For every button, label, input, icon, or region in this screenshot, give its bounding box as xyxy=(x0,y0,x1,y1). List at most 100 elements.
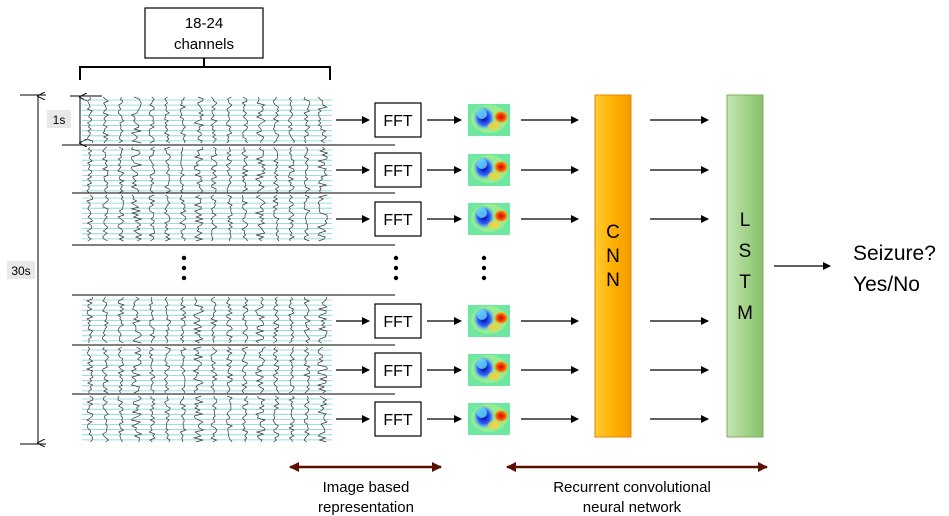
eeg-channel-trace xyxy=(102,296,109,344)
eeg-channel-trace xyxy=(117,346,125,394)
lstm-letter: T xyxy=(739,272,751,293)
pipeline-row: FFT xyxy=(336,352,709,388)
eeg-channel-trace xyxy=(288,395,295,443)
eeg-channel-trace xyxy=(226,146,233,194)
eeg-channel-trace xyxy=(117,96,125,144)
eeg-channel-trace xyxy=(163,96,171,144)
heatmap-thumbnail-icon xyxy=(468,305,510,337)
eeg-block xyxy=(82,96,332,144)
eeg-channel-trace xyxy=(148,194,156,242)
output-answer: Yes/No xyxy=(853,273,920,296)
thirty-second-label: 30s xyxy=(11,264,30,278)
eeg-channel-trace xyxy=(254,296,266,344)
cnn-letter: N xyxy=(606,270,620,291)
eeg-channel-trace xyxy=(225,346,234,394)
channels-box xyxy=(144,7,264,59)
heatmap-thumbnail-icon xyxy=(468,104,510,136)
eeg-channel-trace xyxy=(130,96,142,144)
heatmap-thumbnail-icon xyxy=(468,154,510,186)
eeg-channel-trace xyxy=(192,395,205,443)
eeg-channel-trace xyxy=(241,194,249,242)
eeg-channel-trace xyxy=(85,346,94,394)
eeg-block xyxy=(82,395,332,443)
eeg-channel-trace xyxy=(254,194,266,242)
ellipsis-fft xyxy=(393,255,399,281)
heatmap-thumbnail-icon xyxy=(468,354,510,386)
eeg-channel-trace xyxy=(102,194,109,242)
ellipsis-heatmap xyxy=(481,255,487,281)
lstm-letter: S xyxy=(739,241,752,262)
thirty-second-label-bg xyxy=(7,261,35,279)
pipeline-row: FFT xyxy=(336,102,709,138)
eeg-channel-trace xyxy=(193,194,204,242)
eeg-channel-trace xyxy=(102,96,110,144)
eeg-channel-trace xyxy=(317,96,328,144)
pipeline-row: FFT xyxy=(336,401,709,437)
eeg-channel-trace xyxy=(303,146,311,194)
eeg-channel-trace xyxy=(272,395,280,443)
eeg-channel-trace xyxy=(226,395,234,443)
eeg-block xyxy=(82,194,332,242)
eeg-channel-trace xyxy=(102,395,110,443)
eeg-channel-trace xyxy=(130,146,142,194)
one-second-label: 1s xyxy=(53,113,66,127)
fft-box xyxy=(374,303,422,339)
eeg-channel-trace xyxy=(210,346,218,394)
eeg-channel-trace xyxy=(102,346,109,394)
eeg-channel-trace xyxy=(148,146,156,194)
eeg-channel-trace xyxy=(210,146,218,193)
eeg-channel-trace xyxy=(303,346,311,394)
fft-label: FFT xyxy=(383,113,413,130)
rcnn-label-2: neural network xyxy=(583,499,682,516)
ellipsis-eeg xyxy=(181,255,187,281)
fft-label: FFT xyxy=(383,163,413,180)
eeg-channel-trace xyxy=(180,346,187,394)
one-second-label-bg xyxy=(47,110,71,128)
eeg-channel-trace xyxy=(179,194,187,242)
channels-count-label: 18-24 xyxy=(185,15,223,32)
eeg-channel-trace xyxy=(303,395,310,443)
eeg-channel-trace xyxy=(317,296,328,344)
eeg-block xyxy=(82,296,332,344)
eeg-channel-trace xyxy=(193,96,205,144)
eeg-channel-trace xyxy=(132,296,142,344)
fft-label: FFT xyxy=(383,212,413,229)
eeg-channel-trace xyxy=(272,296,280,344)
cnn-block xyxy=(594,94,632,438)
fft-box xyxy=(374,201,422,237)
segment-separators xyxy=(62,144,395,395)
eeg-signal-blocks xyxy=(82,96,332,443)
eeg-channel-trace xyxy=(317,395,328,443)
pipeline-row: FFT xyxy=(336,303,709,339)
eeg-channel-trace xyxy=(303,296,311,344)
eeg-channel-trace xyxy=(131,346,142,394)
eeg-channel-trace xyxy=(148,296,156,344)
eeg-channel-trace xyxy=(130,395,143,443)
image-representation-label-2: representation xyxy=(318,499,414,516)
eeg-block xyxy=(82,146,332,194)
channels-label: channels xyxy=(174,36,234,53)
eeg-channel-trace xyxy=(225,296,233,344)
eeg-channel-trace xyxy=(148,346,156,394)
fft-label: FFT xyxy=(383,314,413,331)
eeg-channel-trace xyxy=(117,395,125,443)
eeg-channel-trace xyxy=(179,96,187,144)
eeg-channel-trace xyxy=(241,96,249,144)
eeg-channel-trace xyxy=(193,146,204,194)
eeg-channel-trace xyxy=(241,395,249,443)
channels-bracket xyxy=(79,66,331,80)
cnn-letter: N xyxy=(606,246,620,267)
eeg-channel-trace xyxy=(255,395,267,443)
eeg-channel-trace xyxy=(303,194,311,242)
eeg-channel-trace xyxy=(179,146,185,194)
eeg-channel-trace xyxy=(148,96,155,144)
eeg-channel-trace xyxy=(179,395,187,443)
eeg-channel-trace xyxy=(130,194,143,242)
lstm-letter: L xyxy=(740,210,751,231)
eeg-channel-trace xyxy=(179,296,187,344)
fft-box xyxy=(374,102,422,138)
lstm-block xyxy=(726,94,764,438)
eeg-channel-trace xyxy=(272,146,279,194)
eeg-block xyxy=(82,346,332,394)
eeg-channel-trace xyxy=(303,96,311,144)
